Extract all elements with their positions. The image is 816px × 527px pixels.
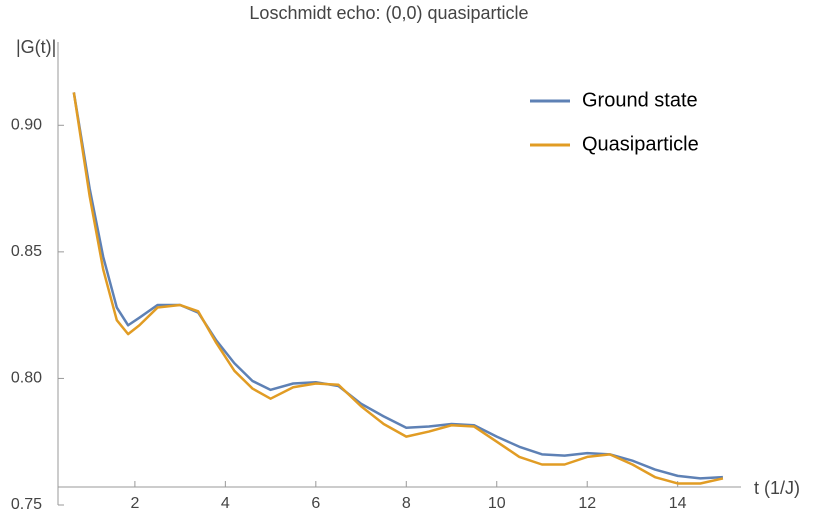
x-tick-label: 10 <box>488 495 506 512</box>
chart-title: Loschmidt echo: (0,0) quasiparticle <box>249 3 528 23</box>
legend-label: Quasiparticle <box>582 133 699 155</box>
y-tick-label: 0.90 <box>11 117 42 134</box>
y-tick-label: 0.80 <box>11 370 42 387</box>
x-tick-label: 8 <box>402 495 411 512</box>
x-tick-label: 14 <box>669 495 687 512</box>
y-axis-label: |G(t)| <box>16 37 56 57</box>
x-tick-label: 4 <box>221 495 230 512</box>
x-tick-label: 6 <box>311 495 320 512</box>
x-axis-label: t (1/J) <box>754 478 800 498</box>
series-line <box>72 92 724 485</box>
y-tick-label: 0.75 <box>11 496 42 513</box>
x-tick-label: 2 <box>130 495 139 512</box>
x-tick-label: 12 <box>578 495 596 512</box>
y-tick-label: 0.85 <box>11 243 42 260</box>
series-line <box>72 92 723 480</box>
legend-label: Ground state <box>582 89 698 111</box>
